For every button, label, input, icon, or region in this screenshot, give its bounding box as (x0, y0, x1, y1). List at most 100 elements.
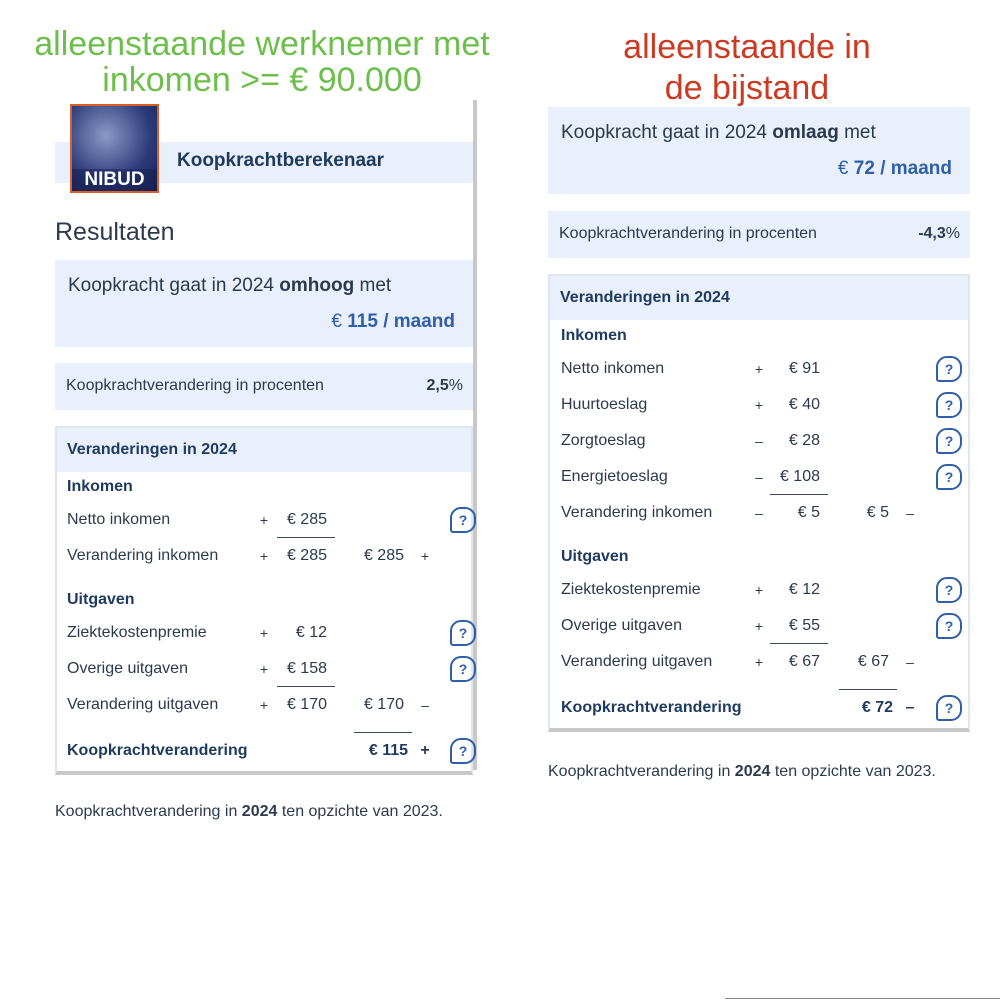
row-sign: – (755, 469, 763, 485)
row-label: Zorgtoeslag (561, 432, 646, 449)
row-amount: € 12 (788, 581, 820, 598)
corner-line (725, 998, 1000, 999)
table-box (55, 426, 473, 775)
help-button[interactable]: ? (936, 695, 962, 721)
row-sign: + (259, 661, 269, 677)
row-amount: € 158 (286, 660, 327, 677)
percent-box: Koopkrachtverandering in procenten -4,3% (548, 211, 970, 258)
row-sign: + (754, 397, 764, 413)
help-button[interactable]: ? (450, 738, 476, 764)
row-amount: € 170 (286, 696, 327, 713)
summary-amount: € 115 / maand (331, 311, 455, 333)
summary-lead: Koopkracht gaat in 2024 (561, 122, 767, 143)
summary-amount: € 72 / maand (838, 158, 952, 180)
summary-lead: Koopkracht gaat in 2024 (68, 275, 274, 296)
footnote-part: ten opzichte van 2023. (774, 763, 936, 780)
help-button[interactable]: ? (450, 656, 476, 682)
help-button[interactable]: ? (450, 620, 476, 646)
percent-label: Koopkrachtverandering in procenten (66, 377, 324, 394)
logo-text: NIBUD (72, 169, 157, 191)
table-header (550, 276, 968, 320)
percent-value: -4,3% (918, 223, 960, 245)
percent-unit: % (945, 225, 960, 242)
amount: 72 / maand (853, 158, 952, 179)
result-sign: – (905, 699, 915, 716)
summary-tail: met (359, 275, 392, 296)
table-title: Veranderingen in 2024 (67, 441, 237, 458)
row-total-sign: – (421, 697, 429, 713)
row-label: Ziektekostenpremie (561, 581, 701, 598)
row-total: € 285 (363, 547, 404, 564)
percent-unit: % (448, 377, 463, 394)
help-button[interactable]: ? (936, 577, 962, 603)
section-title: Inkomen (67, 478, 133, 495)
sum-line (770, 643, 828, 644)
row-label: Energietoeslag (561, 468, 668, 485)
result-total: € 115 (368, 742, 408, 759)
row-label: Huurtoeslag (561, 396, 648, 413)
percent-number: -4,3 (918, 225, 946, 242)
footnote-part: 2024 (241, 803, 278, 820)
section-title: Uitgaven (67, 591, 135, 608)
row-label: Verandering inkomen (67, 547, 219, 564)
summary-box: Koopkracht gaat in 2024 omlaag met € 72 /… (548, 107, 970, 194)
help-button[interactable]: ? (936, 464, 962, 490)
row-sign: + (259, 548, 269, 564)
summary-direction: omhoog (279, 275, 355, 296)
help-button[interactable]: ? (936, 392, 962, 418)
result-label: Koopkrachtverandering (561, 699, 742, 716)
row-amount: € 285 (286, 511, 327, 528)
row-total-sign: + (420, 548, 430, 564)
row-sign: + (754, 654, 764, 670)
row-amount: € 55 (788, 617, 820, 634)
scrollbar (473, 100, 477, 770)
help-button[interactable]: ? (936, 356, 962, 382)
sum-line (839, 689, 897, 690)
percent-value: 2,5% (427, 375, 463, 397)
table-title: Veranderingen in 2024 (560, 289, 730, 306)
row-label: Verandering inkomen (561, 504, 713, 521)
row-amount: € 91 (788, 360, 820, 377)
row-amount: € 40 (788, 396, 820, 413)
row-total: € 67 (857, 653, 889, 670)
row-label: Ziektekostenpremie (67, 624, 207, 641)
results-title: Resultaten (55, 218, 175, 246)
summary-text: Koopkracht gaat in 2024 omlaag met (561, 122, 876, 144)
panel-heading: alleenstaande werknemer met (34, 25, 490, 63)
logo: NIBUD (70, 104, 159, 193)
result-sign: + (420, 742, 430, 759)
row-total-sign: – (906, 654, 914, 670)
panel-heading: alleenstaande in (623, 28, 871, 66)
app-title: Koopkrachtberekenaar (177, 150, 384, 171)
row-label: Verandering uitgaven (561, 653, 713, 670)
footnote-part: 2024 (734, 763, 771, 780)
row-sign: + (259, 625, 269, 641)
help-button[interactable]: ? (936, 613, 962, 639)
help-button[interactable]: ? (936, 428, 962, 454)
row-amount: € 28 (788, 432, 820, 449)
row-sign: – (755, 505, 763, 521)
table-box (548, 274, 970, 732)
summary-tail: met (844, 122, 876, 143)
row-amount: € 12 (295, 624, 327, 641)
panel-heading: de bijstand (664, 69, 830, 107)
table-header (57, 428, 471, 472)
row-sign: + (754, 361, 764, 377)
sum-line (277, 686, 335, 687)
result-label: Koopkrachtverandering (67, 742, 248, 759)
panel-heading: inkomen >= € 90.000 (102, 61, 422, 99)
section-title: Inkomen (561, 327, 627, 344)
footnote-part: ten opzichte van 2023. (281, 803, 443, 820)
row-amount: € 108 (779, 468, 820, 485)
sum-line (354, 732, 412, 733)
help-button[interactable]: ? (450, 507, 476, 533)
sum-line (770, 494, 828, 495)
result-total: € 72 (861, 699, 893, 716)
row-label: Verandering uitgaven (67, 696, 219, 713)
percent-label: Koopkrachtverandering in procenten (559, 225, 817, 242)
row-total: € 170 (363, 696, 404, 713)
footnote-part: Koopkrachtverandering in (55, 803, 238, 820)
row-sign: – (755, 433, 763, 449)
summary-box: Koopkracht gaat in 2024 omhoog met € 115 … (55, 260, 473, 347)
